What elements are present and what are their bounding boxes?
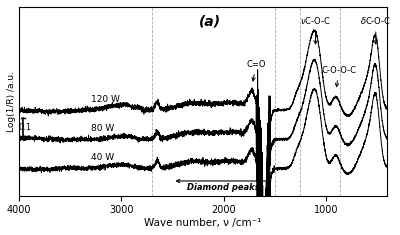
Text: $\delta$C-O-C: $\delta$C-O-C bbox=[360, 15, 391, 44]
Text: C-O-O-C: C-O-O-C bbox=[322, 66, 356, 87]
X-axis label: Wave number, ν /cm⁻¹: Wave number, ν /cm⁻¹ bbox=[144, 218, 262, 228]
Text: (a): (a) bbox=[199, 15, 222, 28]
Text: 40 W: 40 W bbox=[91, 153, 114, 162]
Text: 120 W: 120 W bbox=[91, 95, 120, 104]
Text: 0.1: 0.1 bbox=[18, 123, 32, 132]
Y-axis label: Log(1/R) /a.u.: Log(1/R) /a.u. bbox=[8, 71, 16, 132]
Text: 80 W: 80 W bbox=[91, 124, 114, 133]
Text: Diamond peaks: Diamond peaks bbox=[187, 184, 260, 192]
Text: $\nu$C-O-C: $\nu$C-O-C bbox=[300, 15, 331, 44]
Text: C=O: C=O bbox=[246, 60, 266, 81]
